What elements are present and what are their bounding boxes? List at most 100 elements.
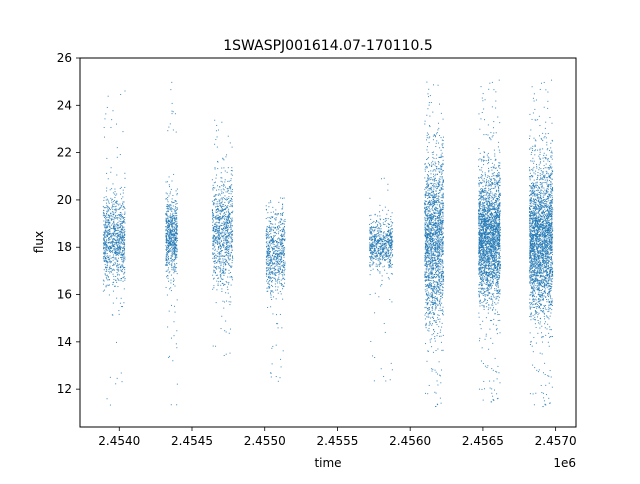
- data-point: [380, 262, 382, 264]
- data-point: [379, 218, 381, 220]
- data-point: [222, 185, 224, 187]
- data-point: [172, 217, 174, 219]
- data-point: [227, 289, 229, 291]
- data-point: [369, 294, 371, 296]
- data-point: [424, 170, 426, 172]
- data-point: [224, 186, 226, 188]
- data-point: [432, 276, 434, 278]
- data-point: [103, 256, 105, 258]
- data-point: [426, 180, 428, 182]
- data-point: [224, 239, 226, 241]
- data-point: [231, 170, 233, 172]
- data-point: [171, 223, 173, 225]
- data-point: [175, 256, 177, 258]
- data-point: [280, 250, 282, 252]
- data-point: [433, 320, 435, 322]
- data-point: [428, 102, 430, 104]
- data-point: [369, 244, 371, 246]
- data-point: [277, 270, 279, 271]
- data-point: [168, 238, 170, 240]
- data-point: [119, 215, 121, 217]
- data-point: [268, 251, 270, 253]
- data-point: [230, 204, 232, 206]
- data-point: [429, 216, 431, 218]
- data-point: [103, 253, 105, 255]
- data-point: [228, 212, 230, 214]
- data-point: [431, 264, 433, 266]
- data-point: [433, 329, 435, 331]
- data-point: [379, 272, 381, 274]
- data-point: [106, 190, 108, 192]
- data-point: [427, 249, 429, 251]
- data-point: [431, 222, 433, 224]
- data-point: [218, 227, 220, 229]
- data-point: [105, 267, 107, 269]
- data-point: [214, 236, 216, 238]
- data-point: [424, 307, 426, 309]
- data-point: [371, 252, 373, 254]
- data-point: [430, 292, 432, 294]
- data-point: [174, 200, 176, 202]
- data-point: [430, 274, 432, 276]
- data-point: [221, 185, 223, 187]
- data-point: [389, 241, 391, 243]
- data-point: [223, 267, 225, 269]
- data-point: [392, 222, 394, 224]
- data-point: [176, 227, 178, 229]
- data-point: [271, 259, 273, 261]
- data-point: [284, 263, 286, 265]
- data-point: [212, 253, 214, 255]
- data-point: [105, 196, 107, 198]
- data-point: [116, 226, 118, 228]
- data-point: [115, 202, 117, 204]
- data-point: [174, 226, 176, 228]
- data-point: [276, 263, 278, 265]
- data-point: [383, 251, 385, 253]
- data-point: [176, 188, 178, 190]
- data-point: [105, 199, 107, 201]
- data-point: [431, 239, 433, 241]
- data-point: [276, 241, 278, 243]
- data-point: [166, 232, 168, 234]
- data-point: [375, 227, 377, 229]
- data-point: [389, 223, 390, 225]
- data-point: [432, 176, 434, 178]
- data-point: [439, 266, 441, 268]
- data-point: [115, 194, 117, 196]
- data-point: [272, 263, 274, 265]
- data-point: [213, 261, 215, 263]
- data-point: [280, 259, 282, 261]
- data-point: [380, 251, 382, 253]
- data-point: [172, 253, 174, 255]
- data-point: [172, 239, 174, 241]
- data-point: [220, 211, 222, 213]
- data-point: [282, 275, 284, 277]
- data-point: [388, 255, 390, 256]
- data-point: [112, 192, 114, 194]
- data-point: [374, 242, 376, 244]
- data-point: [118, 252, 120, 254]
- data-point: [226, 235, 228, 237]
- data-point: [166, 222, 168, 224]
- data-point: [424, 194, 426, 196]
- data-point: [282, 252, 284, 254]
- data-point: [441, 270, 443, 272]
- data-point: [221, 218, 223, 220]
- data-point: [224, 227, 226, 229]
- data-point: [441, 203, 443, 205]
- data-point: [434, 297, 436, 299]
- data-point: [427, 174, 429, 176]
- data-point: [272, 345, 274, 347]
- data-point: [105, 256, 107, 258]
- data-point: [214, 231, 216, 233]
- data-point: [386, 241, 388, 243]
- data-point: [121, 229, 123, 231]
- data-point: [216, 289, 218, 291]
- data-point: [432, 251, 434, 253]
- data-point: [426, 262, 428, 264]
- data-point: [171, 113, 173, 115]
- data-point: [224, 208, 226, 210]
- data-point: [213, 269, 215, 271]
- chart-title: 1SWASPJ001614.07-170110.5: [223, 38, 432, 54]
- data-point: [219, 233, 221, 235]
